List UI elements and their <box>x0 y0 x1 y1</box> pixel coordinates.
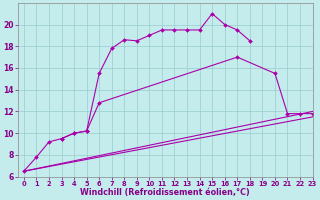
X-axis label: Windchill (Refroidissement éolien,°C): Windchill (Refroidissement éolien,°C) <box>80 188 250 197</box>
